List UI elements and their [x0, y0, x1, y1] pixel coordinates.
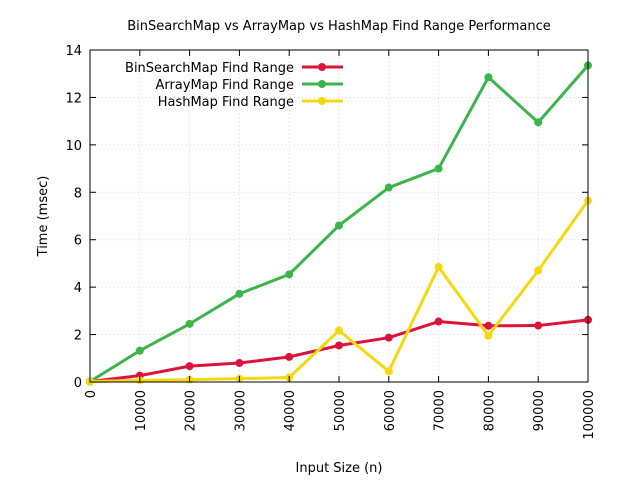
chart-title: BinSearchMap vs ArrayMap vs HashMap Find… [127, 19, 551, 34]
x-tick-label: 40000 [283, 390, 298, 431]
data-point [384, 333, 393, 342]
data-point [484, 331, 493, 340]
data-point [285, 270, 294, 279]
x-tick-label: 70000 [433, 390, 448, 431]
y-tick-label: 8 [74, 186, 82, 201]
data-point [185, 319, 194, 328]
x-tick-label: 100000 [582, 390, 597, 440]
legend-marker [318, 63, 326, 71]
x-tick-label: 60000 [383, 390, 398, 431]
data-point [384, 367, 393, 376]
data-point [534, 118, 543, 127]
series-2 [86, 61, 592, 386]
y-tick-label: 10 [65, 139, 82, 154]
legend: BinSearchMap Find Range ArrayMap Find Ran… [125, 61, 343, 110]
data-point [534, 321, 543, 330]
x-axis-label: Input Size (n) [296, 461, 383, 476]
y-tick-label: 14 [65, 44, 82, 59]
x-tick-label: 20000 [184, 390, 199, 431]
data-point [335, 326, 343, 335]
legend-marker [318, 80, 326, 88]
legend-label: BinSearchMap Find Range [125, 61, 294, 76]
data-point [285, 352, 294, 361]
data-point [135, 346, 144, 355]
x-tick-label: 10000 [134, 390, 149, 431]
x-axis: 0 10000 20000 30000 40000 50000 60000 70000 8000… [84, 50, 597, 440]
data-point [384, 183, 393, 192]
data-point [434, 317, 443, 326]
data-point [434, 164, 443, 173]
legend-label: ArrayMap Find Range [155, 78, 294, 93]
data-point [185, 362, 194, 371]
data-point [335, 341, 343, 350]
data-point [235, 359, 244, 368]
y-tick-label: 0 [74, 376, 82, 391]
data-point [335, 221, 343, 230]
y-tick-label: 12 [65, 91, 82, 106]
data-point [434, 262, 443, 271]
y-tick-label: 4 [74, 281, 82, 296]
x-tick-label: 0 [84, 390, 99, 398]
y-tick-label: 2 [74, 329, 82, 344]
y-axis: 0 2 4 6 8 10 12 14 [65, 44, 588, 391]
legend-label: HashMap Find Range [158, 95, 294, 110]
data-point [484, 73, 493, 82]
data-point [534, 266, 543, 275]
y-axis-label: Time (msec) [36, 176, 51, 258]
x-tick-label: 30000 [233, 390, 248, 431]
y-tick-label: 6 [74, 234, 82, 249]
x-tick-label: 80000 [482, 390, 497, 431]
legend-marker [318, 97, 326, 105]
x-tick-label: 90000 [532, 390, 547, 431]
x-tick-label: 50000 [333, 390, 348, 431]
data-point [235, 289, 244, 298]
data-point [484, 321, 493, 330]
